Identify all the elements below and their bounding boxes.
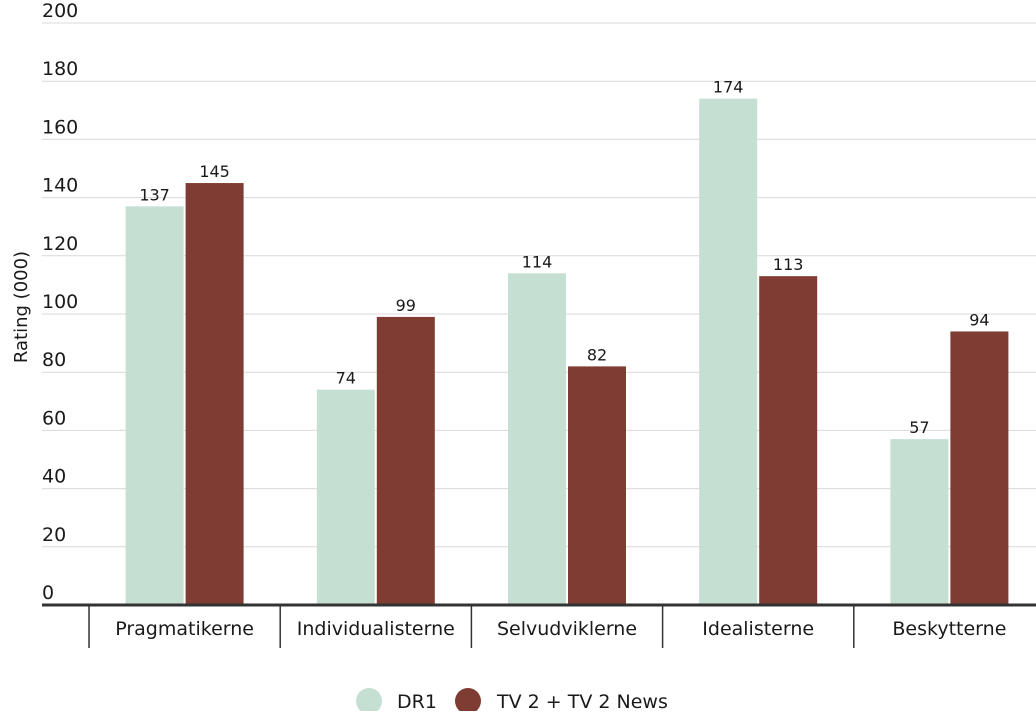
- value-label: 113: [773, 255, 804, 274]
- value-label: 114: [522, 252, 553, 271]
- value-label: 74: [336, 369, 356, 388]
- y-tick-label: 40: [42, 466, 66, 488]
- value-label: 174: [713, 78, 744, 97]
- y-axis-label: Rating (000): [11, 251, 32, 363]
- x-axis: Pragmatikerne Individualisterne Selvudvikl…: [42, 603, 1036, 648]
- legend-swatch-dr1: [356, 688, 382, 714]
- y-tick-label: 200: [42, 0, 78, 22]
- bars: [125, 98, 1009, 606]
- bar-tv2-selvudviklerne: [568, 366, 626, 605]
- value-label: 145: [199, 162, 230, 181]
- bar-dr1-idealisterne: [699, 98, 758, 605]
- value-label: 82: [587, 345, 607, 364]
- bar-dr1-pragmatikerne: [125, 206, 184, 605]
- legend-swatch-tv2: [455, 688, 481, 714]
- y-tick-label: 80: [42, 349, 66, 371]
- value-labels: 137 145 74 99 114 82 174 113 57 94: [139, 78, 989, 437]
- y-tick-label: 140: [42, 175, 78, 197]
- y-tick-label: 60: [42, 407, 66, 429]
- x-category-label: Selvudviklerne: [497, 618, 637, 640]
- value-label: 94: [969, 310, 989, 329]
- y-tick-label: 100: [42, 291, 78, 313]
- bar-tv2-pragmatikerne: [185, 183, 244, 606]
- y-tick-label: 0: [42, 582, 54, 604]
- legend-label: TV 2 + TV 2 News: [496, 691, 668, 711]
- value-label: 137: [139, 185, 170, 204]
- legend-label: DR1: [397, 691, 437, 711]
- x-category-label: Beskytterne: [892, 618, 1006, 640]
- y-tick-label: 160: [42, 116, 78, 138]
- bar-dr1-individualisterne: [316, 389, 375, 605]
- value-label: 99: [396, 296, 416, 315]
- bar-tv2-individualisterne: [376, 316, 435, 605]
- bar-tv2-beskytterne: [950, 331, 1009, 605]
- x-category-label: Idealisterne: [702, 618, 814, 640]
- y-axis-ticks: 0 20 40 60 80 100 120 140 160 180 200: [42, 0, 78, 604]
- x-category-label: Pragmatikerne: [115, 618, 254, 640]
- x-category-label: Individualisterne: [297, 618, 455, 640]
- bar-dr1-beskytterne: [890, 439, 949, 605]
- value-label: 57: [909, 418, 929, 437]
- y-tick-label: 180: [42, 58, 78, 80]
- y-tick-label: 120: [42, 233, 78, 255]
- y-tick-label: 20: [42, 524, 66, 546]
- bar-tv2-idealisterne: [759, 276, 818, 605]
- bar-dr1-selvudviklerne: [508, 273, 566, 605]
- legend: DR1 TV 2 + TV 2 News: [356, 688, 668, 714]
